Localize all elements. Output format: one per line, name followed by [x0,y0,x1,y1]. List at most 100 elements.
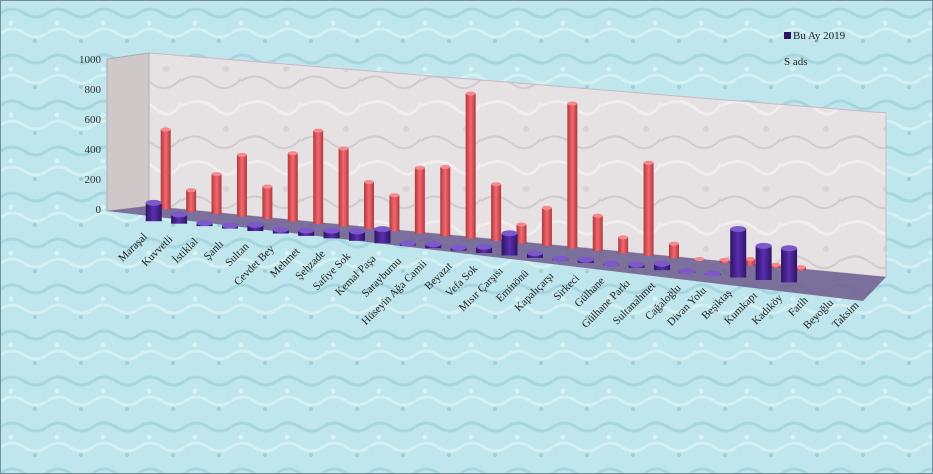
bar-top-series-2 [414,165,425,170]
bar-series-2 [668,243,679,259]
bar-top-series-2 [618,235,629,240]
bar-top-series-1 [221,222,238,229]
legend-label-series-1: Bu Ay 2019 [793,30,846,42]
bar-series-2 [592,215,603,251]
bar-series-2 [541,207,552,246]
bar-top-series-2 [236,152,247,157]
bar-series-2 [364,181,375,229]
bar-top-series-2 [338,146,349,151]
bar-series-1 [171,214,188,224]
bar-series-2 [618,237,629,254]
bar-series-2 [262,186,273,220]
bar-top-series-1 [374,226,391,233]
bar-series-2 [491,184,502,242]
bar-series-2 [160,129,171,210]
bar-top-series-1 [577,256,594,263]
bar-series-2 [313,130,324,224]
bar-top-series-1 [603,260,620,267]
bar-top-series-1 [653,260,670,267]
bar-series-1 [247,224,264,232]
bar-top-series-2 [313,128,324,133]
bar-series-1 [374,229,391,244]
bar-top-series-1 [552,255,569,262]
bar-top-series-1 [171,211,188,218]
bar-series-2 [465,93,476,239]
bar-series-2 [338,148,349,227]
bar-series-2 [287,153,298,222]
bar-top-series-1 [399,240,416,247]
bar-top-series-1 [679,268,696,275]
bar-top-series-2 [516,222,527,227]
bar-top-series-1 [425,241,442,248]
bar-series-2 [516,224,527,244]
bar-top-series-2 [796,265,807,270]
bar-series-2 [643,162,654,256]
y-tick-label: 1000 [79,54,102,66]
bar-series-1 [730,228,747,278]
bar-top-series-1 [450,244,467,251]
bar-top-series-2 [160,127,171,132]
bar-top-series-1 [476,243,493,250]
bar-series-2 [236,154,247,217]
bar-series-1 [349,231,366,241]
bar-top-series-2 [694,257,705,262]
bar-top-series-2 [389,193,400,198]
legend-swatch-series-1 [784,32,791,39]
bar-top-series-1 [323,227,340,234]
bar-series-2 [389,195,400,232]
bar-series-1 [145,202,162,222]
bar-series-1 [781,248,798,283]
y-tick-label: 0 [96,204,102,216]
bar-top-series-2 [567,101,578,106]
bar-top-series-2 [719,257,730,262]
bar-top-series-1 [781,245,798,252]
bar-top-series-2 [745,257,756,262]
bar-top-series-2 [770,262,781,267]
legend: Bu Ay 2019 S ads [784,30,846,68]
legend-label-series-2: S ads [784,56,808,68]
bar-top-series-1 [196,220,213,227]
bar-top-series-2 [364,179,375,184]
bar-top-series-2 [491,182,502,187]
bar-series-2 [186,190,197,212]
y-tick-label: 200 [85,174,102,186]
bar-series-1 [476,246,493,254]
bar-top-series-2 [643,160,654,165]
bar-series-1 [323,230,340,239]
bar-top-series-1 [526,250,543,257]
bar-series-2 [745,259,756,266]
bar-top-series-2 [262,184,273,189]
bar-top-series-2 [668,241,679,246]
bar-series-2 [567,103,578,249]
bar-top-series-1 [628,261,645,268]
y-axis: 0 200 400 600 800 1000 [79,54,102,216]
bar-top-series-2 [287,151,298,156]
bar-top-series-2 [541,205,552,210]
y-tick-label: 600 [85,114,102,126]
plot-side-wall [106,52,150,212]
bar-top-series-2 [211,172,222,177]
bar-top-series-1 [272,226,289,233]
bar-top-series-1 [298,227,315,234]
bar-series-1 [755,245,772,280]
bar-top-series-1 [501,230,518,237]
bar-top-series-1 [755,242,772,249]
bar-series-2 [211,174,222,215]
bar-top-series-2 [465,91,476,96]
bar-top-series-2 [186,188,197,193]
bar-top-series-1 [247,221,264,228]
y-tick-label: 800 [85,84,102,96]
bar-top-series-1 [349,228,366,235]
bars [145,91,807,283]
bar-top-series-1 [730,225,747,232]
bar-top-series-2 [592,213,603,218]
bar-series-1 [501,233,518,256]
y-tick-label: 400 [85,144,102,156]
bar-series-2 [414,167,425,234]
bar-top-series-1 [704,270,721,277]
bar-series-2 [440,166,451,237]
bar-top-series-1 [145,199,162,206]
bar-series-1 [653,263,670,271]
